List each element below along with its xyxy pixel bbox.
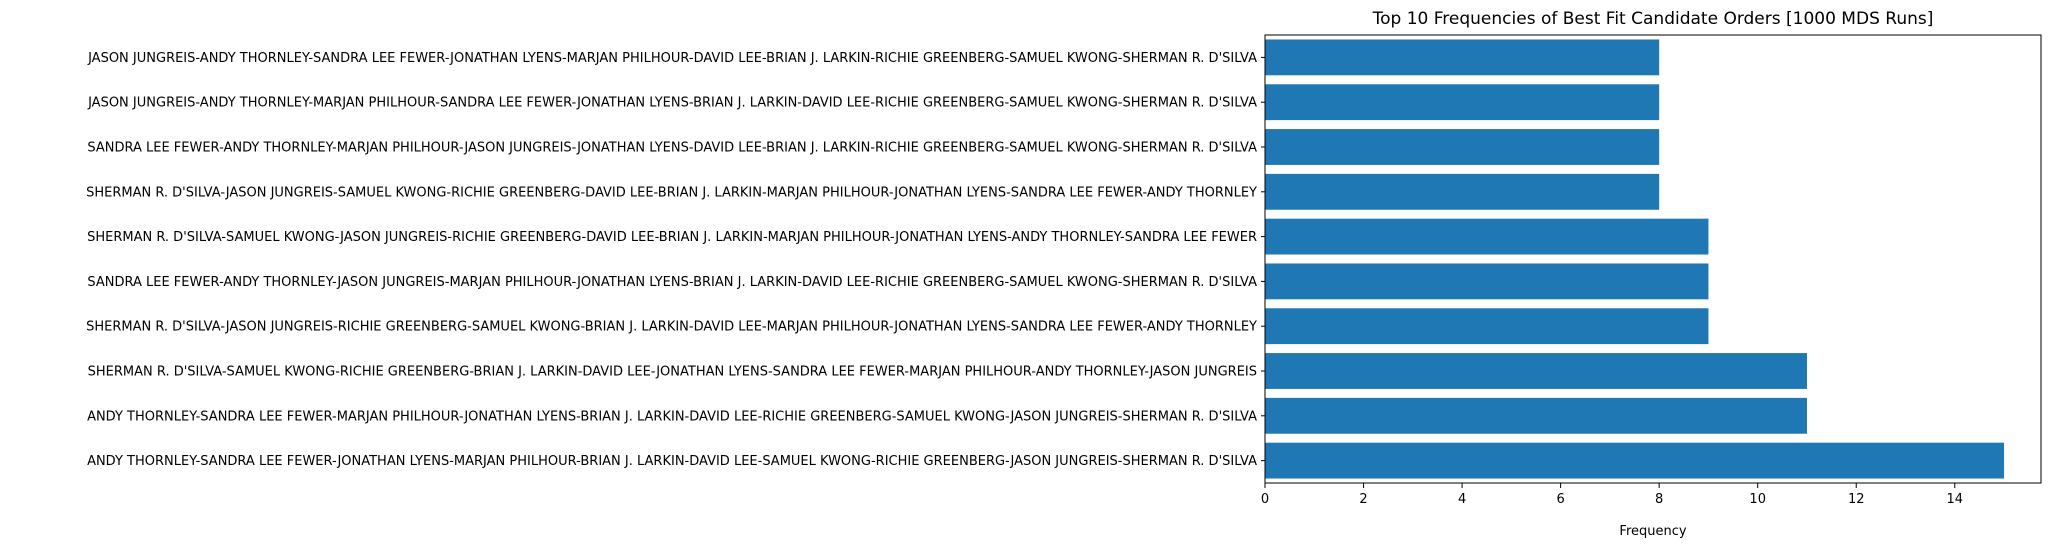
y-tick-label: ANDY THORNLEY-SANDRA LEE FEWER-MARJAN PH… — [87, 409, 1257, 424]
y-tick-label: SHERMAN R. D'SILVA-SAMUEL KWONG-JASON JU… — [87, 230, 1257, 245]
y-tick-label: JASON JUNGREIS-ANDY THORNLEY-SANDRA LEE … — [87, 51, 1257, 66]
bar-1 — [1265, 442, 2005, 479]
y-tick-label: SHERMAN R. D'SILVA-SAMUEL KWONG-RICHIE G… — [88, 365, 1257, 380]
bar-7 — [1265, 173, 1660, 210]
x-ticks: 0 2 4 6 8 10 12 14 — [1261, 483, 1963, 507]
x-tick-label: 10 — [1749, 492, 1766, 507]
bar-10 — [1265, 39, 1660, 76]
x-tick-label: 4 — [1458, 492, 1466, 507]
bar-4 — [1265, 308, 1709, 345]
x-tick-label: 14 — [1947, 492, 1964, 507]
x-tick-label: 0 — [1261, 492, 1269, 507]
y-tick-label: ANDY THORNLEY-SANDRA LEE FEWER-JONATHAN … — [87, 454, 1257, 469]
x-axis-label: Frequency — [1619, 524, 1686, 539]
y-tick-label: SANDRA LEE FEWER-ANDY THORNLEY-JASON JUN… — [87, 275, 1257, 290]
x-tick-label: 8 — [1655, 492, 1663, 507]
y-tick-label: SHERMAN R. D'SILVA-JASON JUNGREIS-RICHIE… — [86, 320, 1257, 335]
bar-6 — [1265, 218, 1709, 255]
y-tick-label: SHERMAN R. D'SILVA-JASON JUNGREIS-SAMUEL… — [86, 185, 1257, 200]
chart-title: Top 10 Frequencies of Best Fit Candidate… — [1372, 9, 1934, 29]
bar-8 — [1265, 129, 1660, 165]
bars-group — [1265, 39, 2005, 479]
plot-frame — [1264, 34, 2042, 484]
bar-5 — [1265, 263, 1709, 300]
x-tick-label: 2 — [1359, 492, 1367, 507]
y-tick-labels: ANDY THORNLEY-SANDRA LEE FEWER-JONATHAN … — [86, 51, 1265, 469]
y-tick-label: SANDRA LEE FEWER-ANDY THORNLEY-MARJAN PH… — [87, 141, 1257, 156]
x-tick-label: 6 — [1556, 492, 1564, 507]
bar-3 — [1265, 353, 1807, 389]
bar-2 — [1265, 397, 1807, 434]
y-tick-label: JASON JUNGREIS-ANDY THORNLEY-MARJAN PHIL… — [87, 96, 1257, 111]
x-tick-label: 12 — [1848, 492, 1865, 507]
bar-9 — [1265, 84, 1660, 121]
